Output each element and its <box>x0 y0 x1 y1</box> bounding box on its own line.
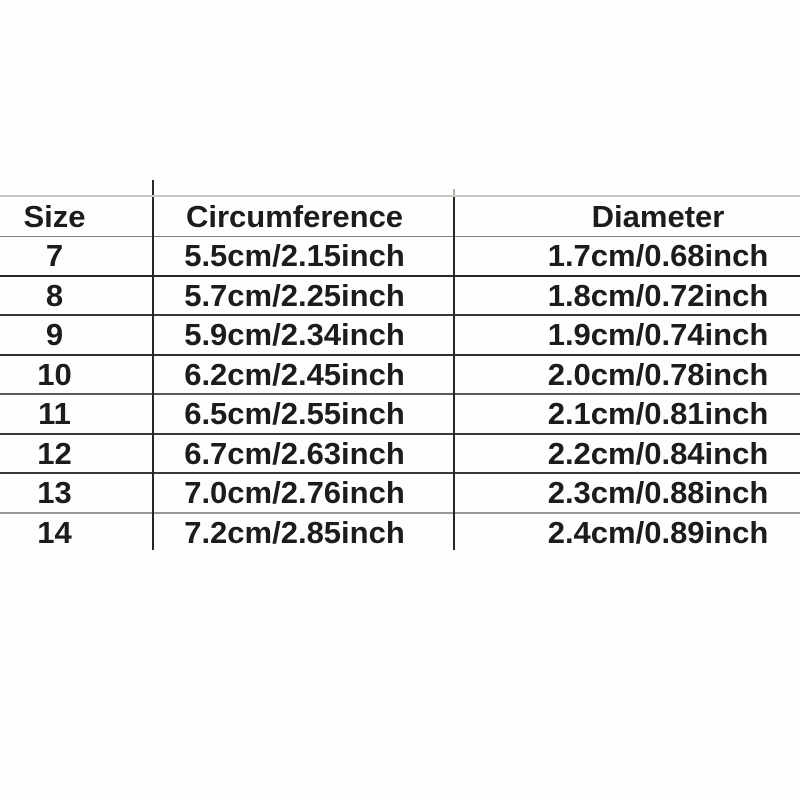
column-divider-nub-left <box>152 180 154 195</box>
column-divider-nub-right <box>453 189 455 195</box>
circumference-value: 6.7cm/2.63inch <box>184 435 405 471</box>
table-body: 7 5.5cm/2.15inch 1.7cm/0.68inch 8 5.7cm/… <box>0 237 800 552</box>
circumference-value: 6.5cm/2.55inch <box>184 396 405 432</box>
diameter-value: 1.9cm/0.74inch <box>547 317 769 353</box>
circumference-value: 5.7cm/2.25inch <box>184 277 405 313</box>
size-value: 9 <box>45 317 64 353</box>
column-header-circumference: Circumference <box>185 199 404 234</box>
size-conversion-table: Size Circumference Diameter 7 5.5cm/2.15… <box>0 195 800 552</box>
diameter-value: 1.7cm/0.68inch <box>547 238 769 274</box>
size-value: 11 <box>38 396 71 432</box>
diameter-value: 2.2cm/0.84inch <box>547 435 769 471</box>
table-row: 14 7.2cm/2.85inch 2.4cm/0.89inch <box>0 514 800 552</box>
diameter-value: 2.4cm/0.89inch <box>547 515 769 550</box>
table-row: 9 5.9cm/2.34inch 1.9cm/0.74inch <box>0 316 800 356</box>
table-row: 7 5.5cm/2.15inch 1.7cm/0.68inch <box>0 237 800 277</box>
table-row: 12 6.7cm/2.63inch 2.2cm/0.84inch <box>0 435 800 474</box>
diameter-value: 2.1cm/0.81inch <box>547 396 769 432</box>
column-divider-2 <box>453 197 455 550</box>
column-divider-1 <box>152 197 154 550</box>
table-row: 10 6.2cm/2.45inch 2.0cm/0.78inch <box>0 356 800 395</box>
circumference-value: 7.2cm/2.85inch <box>184 515 405 550</box>
diameter-value: 1.8cm/0.72inch <box>547 277 769 313</box>
table-row: 8 5.7cm/2.25inch 1.8cm/0.72inch <box>0 277 800 316</box>
column-header-diameter: Diameter <box>591 199 725 234</box>
column-header-size: Size <box>23 199 86 234</box>
table-row: 11 6.5cm/2.55inch 2.1cm/0.81inch <box>0 395 800 435</box>
size-value: 14 <box>37 515 72 550</box>
size-value: 10 <box>37 356 72 392</box>
table-header-row: Size Circumference Diameter <box>0 197 800 237</box>
table-row: 13 7.0cm/2.76inch 2.3cm/0.88inch <box>0 474 800 514</box>
size-value: 7 <box>45 238 64 274</box>
circumference-value: 5.5cm/2.15inch <box>184 238 405 274</box>
size-value: 13 <box>37 475 72 511</box>
size-value: 8 <box>45 277 64 313</box>
circumference-value: 6.2cm/2.45inch <box>184 356 405 392</box>
circumference-value: 7.0cm/2.76inch <box>184 475 405 511</box>
size-value: 12 <box>37 435 72 471</box>
diameter-value: 2.0cm/0.78inch <box>547 356 769 392</box>
diameter-value: 2.3cm/0.88inch <box>547 475 769 511</box>
circumference-value: 5.9cm/2.34inch <box>184 317 405 353</box>
